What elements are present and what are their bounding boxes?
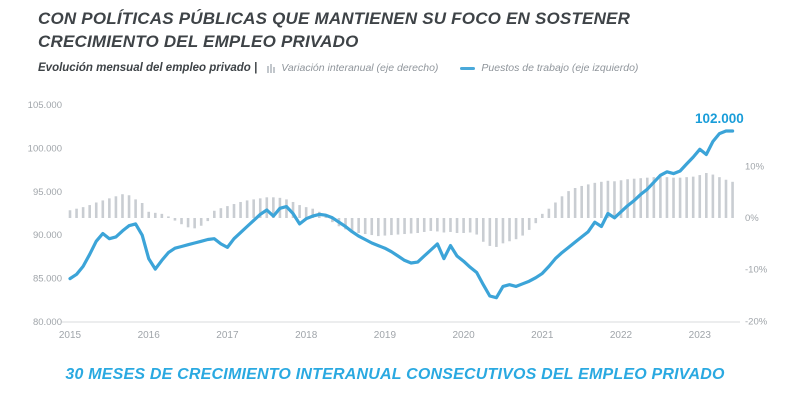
bar-series-label: Variación interanual (eje derecho) (281, 62, 439, 74)
svg-text:2016: 2016 (138, 330, 161, 341)
svg-text:2017: 2017 (216, 330, 239, 341)
legend-item-line: Puestos de trabajo (eje izquierdo) (460, 62, 638, 74)
page-title: CON POLÍTICAS PÚBLICAS QUE MANTIENEN SU … (38, 7, 738, 53)
svg-text:2022: 2022 (610, 330, 633, 341)
employment-chart-svg: 105.000100.00095.00090.00085.00080.00010… (28, 100, 768, 341)
svg-text:2021: 2021 (531, 330, 554, 341)
svg-text:95.000: 95.000 (33, 187, 62, 198)
svg-text:2019: 2019 (374, 330, 397, 341)
svg-text:80.000: 80.000 (33, 317, 62, 328)
left-axis-labels: 105.000 100.000 95.000 90.000 85.000 80.000 (28, 100, 62, 328)
last-value-annotation: 102.000 (695, 111, 744, 126)
svg-text:2018: 2018 (295, 330, 318, 341)
chart-legend: Evolución mensual del empleo privado | V… (38, 60, 758, 76)
svg-text:85.000: 85.000 (33, 274, 62, 285)
bar-series (68, 173, 734, 247)
svg-text:-20%: -20% (745, 316, 768, 327)
svg-text:2023: 2023 (689, 330, 712, 341)
line-series (68, 129, 735, 300)
page-title-line2: CRECIMIENTO DEL EMPLEO PRIVADO (38, 32, 359, 51)
line-series-icon (460, 66, 476, 70)
svg-text:105.000: 105.000 (28, 100, 62, 111)
line-series-label: Puestos de trabajo (eje izquierdo) (481, 62, 639, 74)
svg-text:100.000: 100.000 (28, 143, 62, 154)
svg-text:2015: 2015 (59, 330, 82, 341)
page-title-line1: CON POLÍTICAS PÚBLICAS QUE MANTIENEN SU … (38, 9, 631, 28)
bar-series-icon (267, 63, 276, 73)
svg-text:10%: 10% (745, 161, 765, 172)
svg-text:-10%: -10% (745, 265, 768, 276)
footer-highlight-text: 30 MESES DE CRECIMIENTO INTERANUAL CONSE… (65, 366, 725, 383)
employment-chart: 105.000 100.000 95.000 90.000 85.000 80.000 10… (0, 85, 790, 360)
svg-text:0%: 0% (745, 213, 759, 224)
right-axis-labels: 10% 0% -10% -20% (745, 161, 768, 327)
svg-text:2020: 2020 (452, 330, 475, 341)
legend-lead-label: Evolución mensual del empleo privado | (38, 62, 258, 74)
legend-item-bars: Variación interanual (eje derecho) (267, 62, 438, 74)
svg-text:90.000: 90.000 (33, 230, 62, 241)
x-axis-year-labels: 2015 2016 2017 2018 2019 2020 2021 2022 2023 (59, 330, 711, 341)
